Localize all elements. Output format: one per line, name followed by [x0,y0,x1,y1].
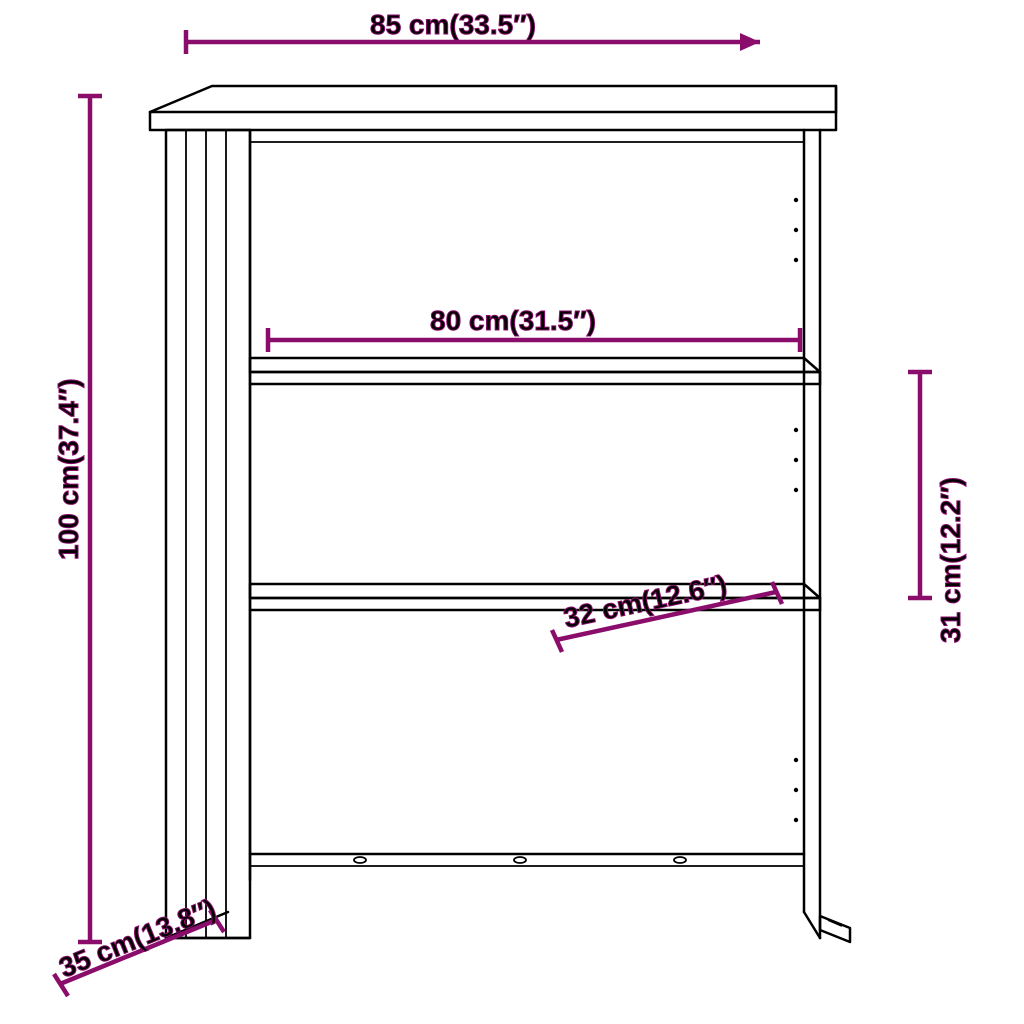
cam-holes [354,857,686,863]
label-top-width: 85 cm(33.5″) [370,9,536,40]
dimension-diagram: 85 cm(33.5″) 100 cm(37.4″) 80 cm(31.5″) … [0,0,1024,1024]
dim-base-depth: 35 cm(13.8″) [54,893,224,996]
furniture-outline [150,86,850,942]
label-height: 100 cm(37.4″) [53,378,84,560]
label-shelf-gap: 31 cm(12.2″) [935,477,966,643]
bracket-icon [820,916,850,942]
label-shelf-depth: 32 cm(12.6″) [561,569,730,634]
dim-shelf-width: 80 cm(31.5″) [268,305,800,352]
dim-top-width: 85 cm(33.5″) [186,9,760,54]
label-shelf-width: 80 cm(31.5″) [430,305,596,336]
dim-shelf-gap: 31 cm(12.2″) [908,372,966,643]
pin-holes [794,198,798,822]
dimension-lines: 85 cm(33.5″) 100 cm(37.4″) 80 cm(31.5″) … [53,9,966,996]
dim-height: 100 cm(37.4″) [53,96,102,942]
